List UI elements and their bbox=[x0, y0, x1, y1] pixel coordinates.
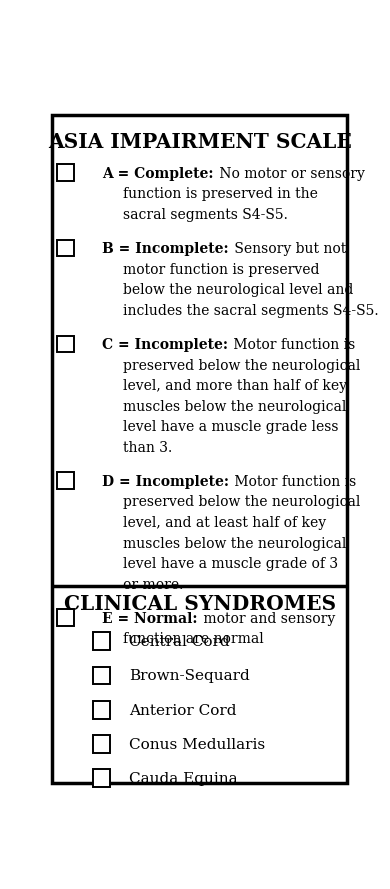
Text: motor function is preserved: motor function is preserved bbox=[123, 263, 319, 276]
Text: Motor function is: Motor function is bbox=[230, 475, 356, 489]
FancyBboxPatch shape bbox=[93, 735, 110, 753]
Text: CLINICAL SYNDROMES: CLINICAL SYNDROMES bbox=[64, 594, 336, 614]
Text: Cauda Equina: Cauda Equina bbox=[129, 772, 238, 786]
FancyBboxPatch shape bbox=[57, 164, 74, 180]
Text: B = Incomplete:: B = Incomplete: bbox=[102, 242, 228, 256]
FancyBboxPatch shape bbox=[52, 115, 347, 783]
Text: than 3.: than 3. bbox=[123, 441, 172, 455]
Text: includes the sacral segments S4-S5.: includes the sacral segments S4-S5. bbox=[123, 304, 378, 318]
Text: A = Complete:: A = Complete: bbox=[102, 167, 213, 181]
Text: D = Incomplete:: D = Incomplete: bbox=[102, 475, 229, 489]
Text: No motor or sensory: No motor or sensory bbox=[215, 167, 365, 181]
Text: muscles below the neurological: muscles below the neurological bbox=[123, 400, 346, 413]
Text: function is preserved in the: function is preserved in the bbox=[123, 188, 318, 202]
FancyBboxPatch shape bbox=[57, 609, 74, 626]
Text: Sensory but not: Sensory but not bbox=[230, 242, 346, 256]
FancyBboxPatch shape bbox=[57, 335, 74, 352]
Text: below the neurological level and: below the neurological level and bbox=[123, 284, 353, 297]
FancyBboxPatch shape bbox=[93, 632, 110, 650]
Text: motor and sensory: motor and sensory bbox=[199, 612, 335, 626]
Text: Central Cord: Central Cord bbox=[129, 635, 229, 649]
Text: Conus Medullaris: Conus Medullaris bbox=[129, 738, 265, 752]
Text: preserved below the neurological: preserved below the neurological bbox=[123, 358, 360, 372]
Text: muscles below the neurological: muscles below the neurological bbox=[123, 537, 346, 550]
Text: or more.: or more. bbox=[123, 578, 183, 592]
Text: level, and more than half of key: level, and more than half of key bbox=[123, 379, 347, 393]
Text: Anterior Cord: Anterior Cord bbox=[129, 703, 236, 717]
Text: Brown-Sequard: Brown-Sequard bbox=[129, 669, 250, 684]
Text: Motor function is: Motor function is bbox=[229, 338, 355, 352]
Text: ASIA IMPAIRMENT SCALE: ASIA IMPAIRMENT SCALE bbox=[48, 132, 352, 152]
Text: C = Incomplete:: C = Incomplete: bbox=[102, 338, 228, 352]
FancyBboxPatch shape bbox=[93, 667, 110, 685]
FancyBboxPatch shape bbox=[57, 472, 74, 489]
FancyBboxPatch shape bbox=[93, 701, 110, 718]
Text: preserved below the neurological: preserved below the neurological bbox=[123, 495, 360, 509]
Text: E = Normal:: E = Normal: bbox=[102, 612, 197, 626]
Text: level have a muscle grade less: level have a muscle grade less bbox=[123, 420, 338, 434]
FancyBboxPatch shape bbox=[57, 240, 74, 256]
Text: sacral segments S4-S5.: sacral segments S4-S5. bbox=[123, 208, 288, 222]
FancyBboxPatch shape bbox=[93, 769, 110, 787]
Text: level, and at least half of key: level, and at least half of key bbox=[123, 516, 326, 530]
Text: function are normal: function are normal bbox=[123, 632, 264, 646]
Text: level have a muscle grade of 3: level have a muscle grade of 3 bbox=[123, 557, 338, 571]
